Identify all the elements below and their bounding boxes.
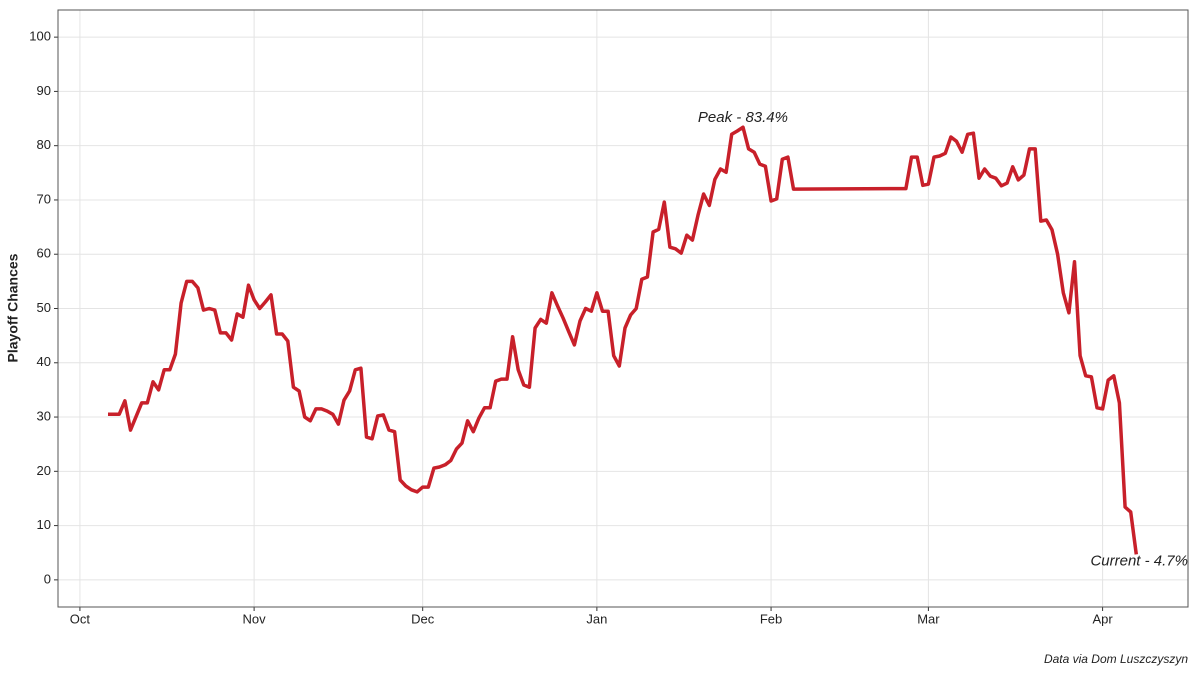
y-tick-label: 30 (37, 408, 51, 423)
y-tick-label: 80 (37, 137, 51, 152)
x-tick-label: Jan (586, 611, 607, 626)
x-tick-label: Feb (760, 611, 782, 626)
y-tick-label: 100 (29, 29, 51, 44)
y-tick-label: 50 (37, 300, 51, 315)
y-tick-label: 60 (37, 246, 51, 261)
y-tick-label: 10 (37, 517, 51, 532)
x-tick-label: Oct (70, 611, 91, 626)
x-tick-label: Mar (917, 611, 940, 626)
plot-frame (57, 9, 1189, 608)
y-tick-label: 90 (37, 83, 51, 98)
y-tick-label: 20 (37, 463, 51, 478)
x-tick-label: Dec (411, 611, 435, 626)
y-tick-label: 40 (37, 354, 51, 369)
y-axis-label: Playoff Chances (5, 253, 21, 362)
data-line (108, 125, 1139, 555)
annotation: Current - 4.7% (1090, 552, 1188, 569)
y-tick-label: 0 (44, 571, 51, 586)
y-tick-label: 70 (37, 191, 51, 206)
caption: Data via Dom Luszczyszyn (1044, 652, 1188, 666)
x-tick-label: Apr (1092, 611, 1113, 626)
x-tick-label: Nov (243, 611, 267, 626)
annotation: Peak - 83.4% (698, 109, 788, 126)
